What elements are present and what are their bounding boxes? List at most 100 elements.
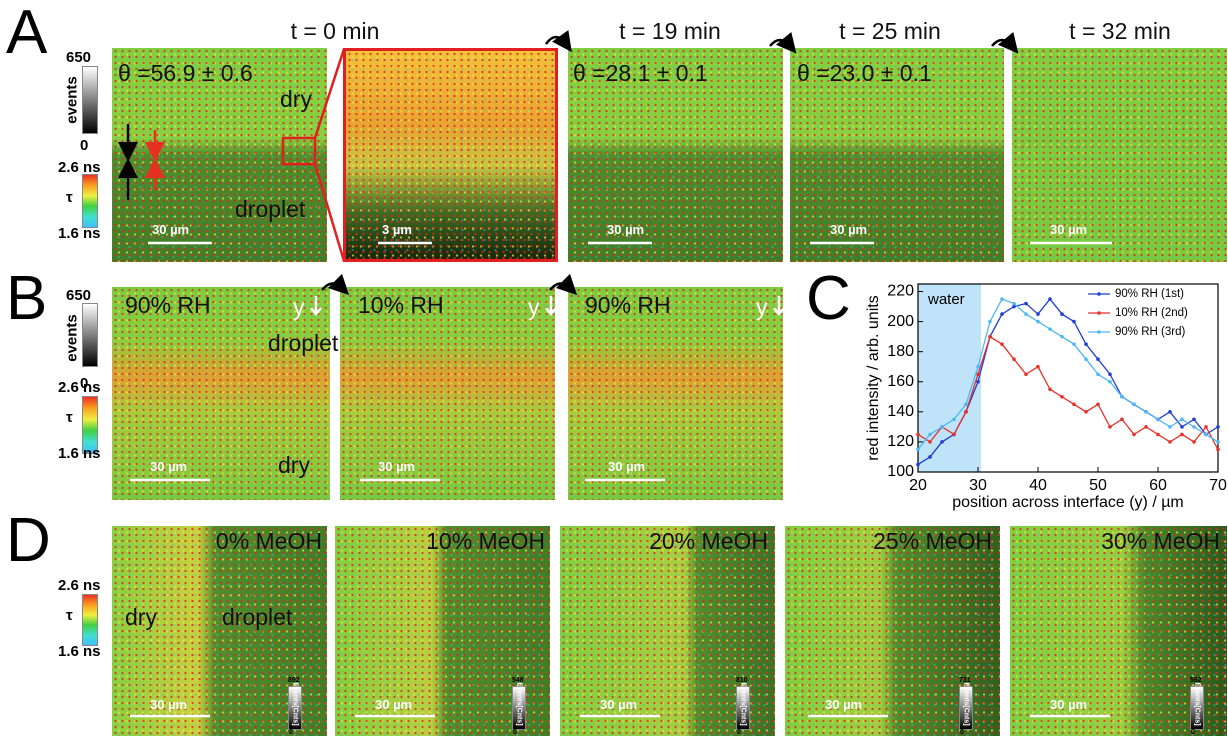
- point: [1216, 440, 1220, 444]
- point: [1060, 334, 1064, 339]
- label: 562: [1190, 677, 1202, 684]
- y-tick-label: 160: [887, 373, 914, 390]
- point: [1084, 342, 1088, 346]
- point: [964, 410, 968, 414]
- point: [976, 364, 980, 369]
- point: [1168, 410, 1172, 414]
- point: [976, 379, 980, 384]
- plot-frame: [917, 283, 1219, 473]
- label: Events[Cnts]: [962, 682, 970, 726]
- label: θ =28.1 ± 0.1: [573, 60, 708, 86]
- image-zoom: [343, 48, 558, 262]
- point: [1024, 301, 1028, 306]
- y-tick-label: 180: [887, 343, 914, 360]
- label: 30 µm: [600, 697, 638, 712]
- point: [940, 425, 944, 429]
- x-tick-label: 30: [969, 477, 987, 494]
- label: 30 µm: [1050, 697, 1088, 712]
- y-tick-label: 220: [887, 283, 914, 300]
- label: 1.6 ns: [58, 445, 101, 462]
- label: τ: [66, 189, 73, 206]
- point: [1108, 372, 1112, 377]
- label: 650: [66, 49, 92, 66]
- y-tick-label: 120: [887, 433, 914, 450]
- label: 810: [736, 677, 748, 684]
- label: Events[Cnts]: [1193, 682, 1201, 726]
- point: [916, 432, 920, 437]
- label: θ =23.0 ± 0.1: [797, 60, 932, 86]
- legend-marker: [1097, 292, 1101, 296]
- y-tick-label: 100: [887, 463, 914, 480]
- label: Events[Cnts]: [739, 682, 747, 726]
- colorbar: [82, 66, 98, 134]
- label: 0: [1191, 729, 1195, 736]
- label: 20% MeOH: [649, 528, 768, 554]
- x-tick-label: 70: [1209, 477, 1227, 494]
- label: y: [293, 294, 305, 320]
- point: [1000, 312, 1004, 316]
- label: τ: [66, 409, 73, 426]
- point: [916, 447, 920, 452]
- point: [1144, 425, 1148, 429]
- x-tick-label: 20: [909, 477, 927, 494]
- y-tick-label: 140: [887, 403, 914, 420]
- label: t = 32 min: [1069, 18, 1171, 44]
- label: 0: [737, 729, 741, 736]
- image: [790, 48, 1004, 262]
- legend-label: 90% RH (3rd): [1115, 326, 1185, 338]
- x-tick-label: 40: [1029, 477, 1047, 494]
- label: 0: [513, 729, 517, 736]
- panel-letter: D: [6, 506, 51, 575]
- label: 30 µm: [150, 697, 188, 712]
- point: [964, 402, 968, 407]
- point: [1024, 372, 1028, 377]
- label: 30 µm: [825, 697, 863, 712]
- label: 10% RH: [358, 292, 444, 318]
- point: [1156, 432, 1160, 437]
- point: [952, 432, 956, 437]
- point: [1108, 379, 1112, 384]
- label: events: [63, 76, 81, 124]
- point: [976, 372, 980, 377]
- point: [928, 455, 932, 459]
- label: y: [756, 294, 768, 320]
- label: 10% MeOH: [426, 528, 545, 554]
- label: 2.6 ns: [58, 159, 101, 176]
- point: [988, 334, 992, 339]
- mini-colorbar: [736, 686, 750, 730]
- point: [1084, 410, 1088, 414]
- x-tick-label: 50: [1089, 477, 1107, 494]
- line: [917, 298, 1219, 450]
- colorbar: [82, 396, 98, 454]
- point: [952, 417, 956, 422]
- label: 25% MeOH: [873, 528, 992, 554]
- point: [1192, 440, 1196, 444]
- point: [1012, 301, 1016, 306]
- point: [1036, 312, 1040, 316]
- label: 0: [289, 729, 293, 736]
- line: [917, 335, 1219, 450]
- point: [1000, 297, 1004, 301]
- label: 548: [512, 677, 524, 684]
- point: [1048, 297, 1052, 301]
- point: [1204, 425, 1208, 429]
- label: Events[Cnts]: [291, 682, 299, 726]
- point: [1072, 319, 1076, 324]
- point: [1024, 312, 1028, 316]
- mini-colorbar: [1190, 686, 1204, 730]
- label: 30 µm: [1050, 222, 1088, 237]
- point: [1072, 402, 1076, 407]
- label: t = 0 min: [290, 18, 380, 44]
- mini-colorbar: [959, 686, 973, 730]
- image: [568, 48, 783, 262]
- point: [1216, 447, 1220, 452]
- label: droplet: [268, 330, 339, 356]
- point: [1000, 342, 1004, 346]
- label: t = 25 min: [839, 18, 941, 44]
- label: 90% RH: [585, 292, 671, 318]
- legend-label: 10% RH (2nd): [1115, 307, 1188, 319]
- colorbar: [82, 594, 98, 646]
- point: [1204, 432, 1208, 437]
- label: 2.6 ns: [58, 379, 101, 396]
